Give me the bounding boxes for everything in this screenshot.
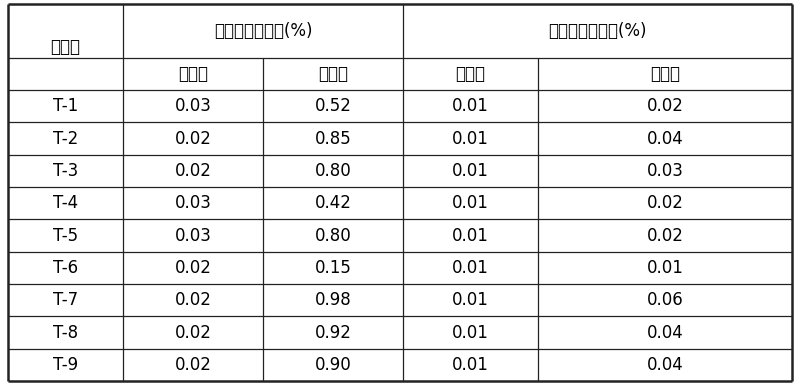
Text: 0.01: 0.01	[452, 323, 489, 341]
Text: 0.02: 0.02	[646, 194, 683, 212]
Text: 0.04: 0.04	[646, 129, 683, 147]
Text: 0.03: 0.03	[174, 97, 211, 115]
Text: 0.03: 0.03	[174, 226, 211, 244]
Text: 0.42: 0.42	[314, 194, 351, 212]
Text: 0.90: 0.90	[314, 356, 351, 374]
Text: T-3: T-3	[53, 162, 78, 180]
Text: 0.02: 0.02	[646, 97, 683, 115]
Text: 0.02: 0.02	[174, 259, 211, 277]
Text: 脱除剂: 脱除剂	[50, 38, 81, 56]
Text: 0.02: 0.02	[174, 356, 211, 374]
Text: 0.80: 0.80	[314, 162, 351, 180]
Text: 0.02: 0.02	[174, 323, 211, 341]
Text: 0.03: 0.03	[174, 194, 211, 212]
Text: 氧化铁含量变化(%): 氧化铁含量变化(%)	[214, 22, 312, 40]
Text: 0.01: 0.01	[452, 97, 489, 115]
Text: 0.85: 0.85	[314, 129, 351, 147]
Text: 0.01: 0.01	[452, 226, 489, 244]
Text: T-4: T-4	[53, 194, 78, 212]
Text: 脱除后: 脱除后	[650, 65, 680, 83]
Text: 脱除后: 脱除后	[318, 65, 348, 83]
Text: 0.52: 0.52	[314, 97, 351, 115]
Text: 0.92: 0.92	[314, 323, 351, 341]
Text: 0.80: 0.80	[314, 226, 351, 244]
Text: 0.01: 0.01	[646, 259, 683, 277]
Text: 0.98: 0.98	[314, 291, 351, 309]
Text: 0.01: 0.01	[452, 162, 489, 180]
Text: T-2: T-2	[53, 129, 78, 147]
Text: 0.02: 0.02	[174, 129, 211, 147]
Text: 氧化镍含量变化(%): 氧化镍含量变化(%)	[548, 22, 646, 40]
Text: T-5: T-5	[53, 226, 78, 244]
Text: T-8: T-8	[53, 323, 78, 341]
Text: 0.01: 0.01	[452, 291, 489, 309]
Text: T-1: T-1	[53, 97, 78, 115]
Text: 0.02: 0.02	[646, 226, 683, 244]
Text: 0.06: 0.06	[646, 291, 683, 309]
Text: 0.04: 0.04	[646, 323, 683, 341]
Text: 脱除前: 脱除前	[455, 65, 486, 83]
Text: 0.04: 0.04	[646, 356, 683, 374]
Text: 脱除前: 脱除前	[178, 65, 208, 83]
Text: T-6: T-6	[53, 259, 78, 277]
Text: 0.03: 0.03	[646, 162, 683, 180]
Text: 0.01: 0.01	[452, 259, 489, 277]
Text: 0.01: 0.01	[452, 194, 489, 212]
Text: T-7: T-7	[53, 291, 78, 309]
Text: 0.15: 0.15	[314, 259, 351, 277]
Text: 0.02: 0.02	[174, 162, 211, 180]
Text: 0.02: 0.02	[174, 291, 211, 309]
Text: T-9: T-9	[53, 356, 78, 374]
Text: 0.01: 0.01	[452, 356, 489, 374]
Text: 0.01: 0.01	[452, 129, 489, 147]
